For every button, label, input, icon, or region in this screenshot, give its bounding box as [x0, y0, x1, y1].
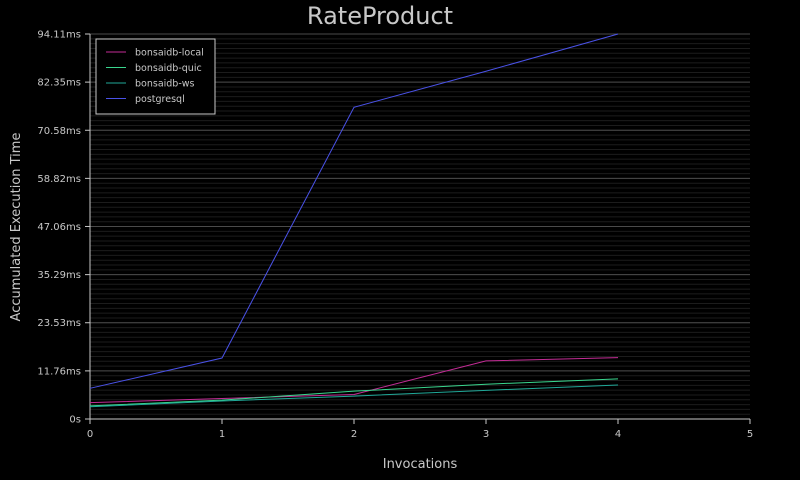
x-axis-label: Invocations	[383, 457, 458, 472]
y-tick-label: 23.53ms	[37, 318, 81, 329]
x-tick-label: 5	[747, 429, 753, 440]
legend-label-postgresql: postgresql	[135, 94, 185, 105]
y-tick-label: 0s	[69, 415, 81, 426]
series-line-bonsaidb-quic	[89, 378, 619, 407]
y-tick-label: 94.11ms	[37, 30, 81, 41]
y-tick-label: 82.35ms	[37, 78, 81, 89]
x-tick-label: 0	[87, 429, 93, 440]
series-line-postgresql	[89, 33, 619, 389]
series-line-bonsaidb-local	[89, 357, 619, 404]
legend-label-bonsaidb-quic: bonsaidb-quic	[135, 63, 202, 74]
y-tick-label: 70.58ms	[37, 126, 81, 137]
y-axis-label: Accumulated Execution Time	[9, 133, 24, 322]
y-tick-label: 47.06ms	[37, 222, 81, 233]
series-line-bonsaidb-ws	[89, 384, 619, 408]
y-tick-label: 11.76ms	[37, 366, 81, 377]
y-tick-label: 58.82ms	[37, 174, 81, 185]
x-tick-label: 1	[219, 429, 225, 440]
grid	[90, 33, 750, 420]
legend: bonsaidb-local bonsaidb-quic bonsaidb-ws po…	[95, 38, 216, 115]
series-lines	[89, 33, 619, 408]
legend-label-bonsaidb-ws: bonsaidb-ws	[135, 79, 195, 90]
x-tick-label: 4	[615, 429, 621, 440]
x-tick-label: 2	[351, 429, 357, 440]
axes: 0s 11.76ms 23.53ms 35.29ms 47.06ms 58.82ms 70.…	[37, 30, 753, 441]
y-tick-label: 35.29ms	[37, 270, 81, 281]
x-tick-label: 3	[483, 429, 489, 440]
chart-title: RateProduct	[307, 2, 453, 30]
legend-label-bonsaidb-local: bonsaidb-local	[135, 48, 204, 59]
